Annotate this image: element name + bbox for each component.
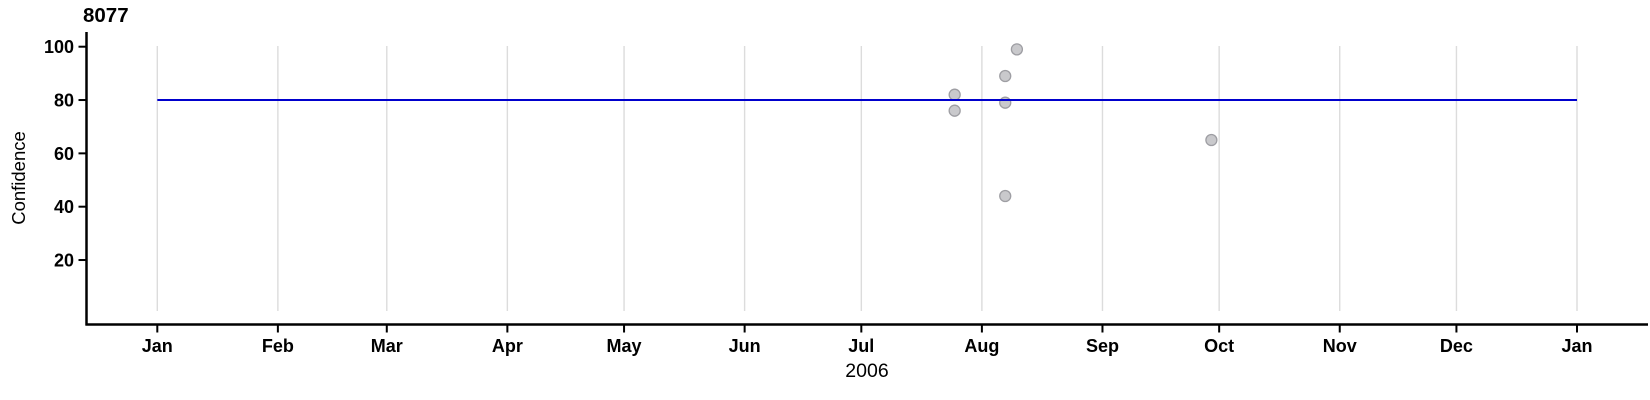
x-tick-label: Jun: [729, 336, 761, 356]
x-tick-label: Aug: [964, 336, 999, 356]
data-point: [999, 96, 1012, 109]
x-tick-label: Oct: [1204, 336, 1234, 356]
x-tick-label: May: [607, 336, 642, 356]
y-axis-label: Confidence: [8, 131, 29, 225]
x-tick-label: Jan: [1561, 336, 1592, 356]
y-tick-label: 100: [44, 37, 74, 57]
data-point: [999, 69, 1012, 83]
data-points-group: [948, 43, 1218, 203]
data-point: [1205, 133, 1218, 147]
x-tick-label: Jul: [848, 336, 874, 356]
data-point: [948, 88, 961, 101]
x-tick-label: Mar: [371, 336, 403, 356]
data-point: [948, 104, 961, 117]
x-tick-label: Feb: [262, 336, 294, 356]
y-tick-label: 40: [54, 197, 74, 217]
gridlines-group: [156, 46, 1578, 311]
y-ticks-group: 20 40 60 80 100: [44, 37, 87, 271]
y-tick-label: 60: [54, 144, 74, 164]
x-tick-label: Apr: [492, 336, 523, 356]
data-point: [1010, 43, 1024, 56]
x-tick-label: Nov: [1323, 336, 1357, 356]
y-tick-label: 80: [54, 91, 74, 111]
x-tick-label: Jan: [142, 336, 173, 356]
data-point: [999, 189, 1012, 203]
x-axis-label: 2006: [845, 360, 888, 382]
x-ticks-group: Jan Feb Mar Apr May Jun Jul Aug Sep Oct Nov Dec Jan: [142, 324, 1593, 356]
chart-title: 8077: [83, 4, 129, 27]
x-tick-label: Sep: [1086, 336, 1119, 356]
x-tick-label: Dec: [1440, 336, 1473, 356]
y-tick-label: 20: [54, 251, 74, 271]
